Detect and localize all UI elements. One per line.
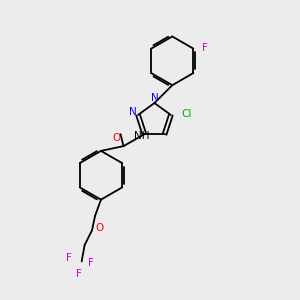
Text: F: F	[88, 258, 94, 268]
Text: F: F	[202, 43, 208, 53]
Text: N: N	[129, 107, 136, 117]
Text: O: O	[113, 133, 121, 143]
Text: F: F	[76, 269, 82, 279]
Text: NH: NH	[134, 131, 149, 141]
Text: O: O	[95, 224, 104, 233]
Text: N: N	[151, 93, 158, 103]
Text: F: F	[66, 254, 72, 263]
Text: Cl: Cl	[181, 109, 191, 119]
